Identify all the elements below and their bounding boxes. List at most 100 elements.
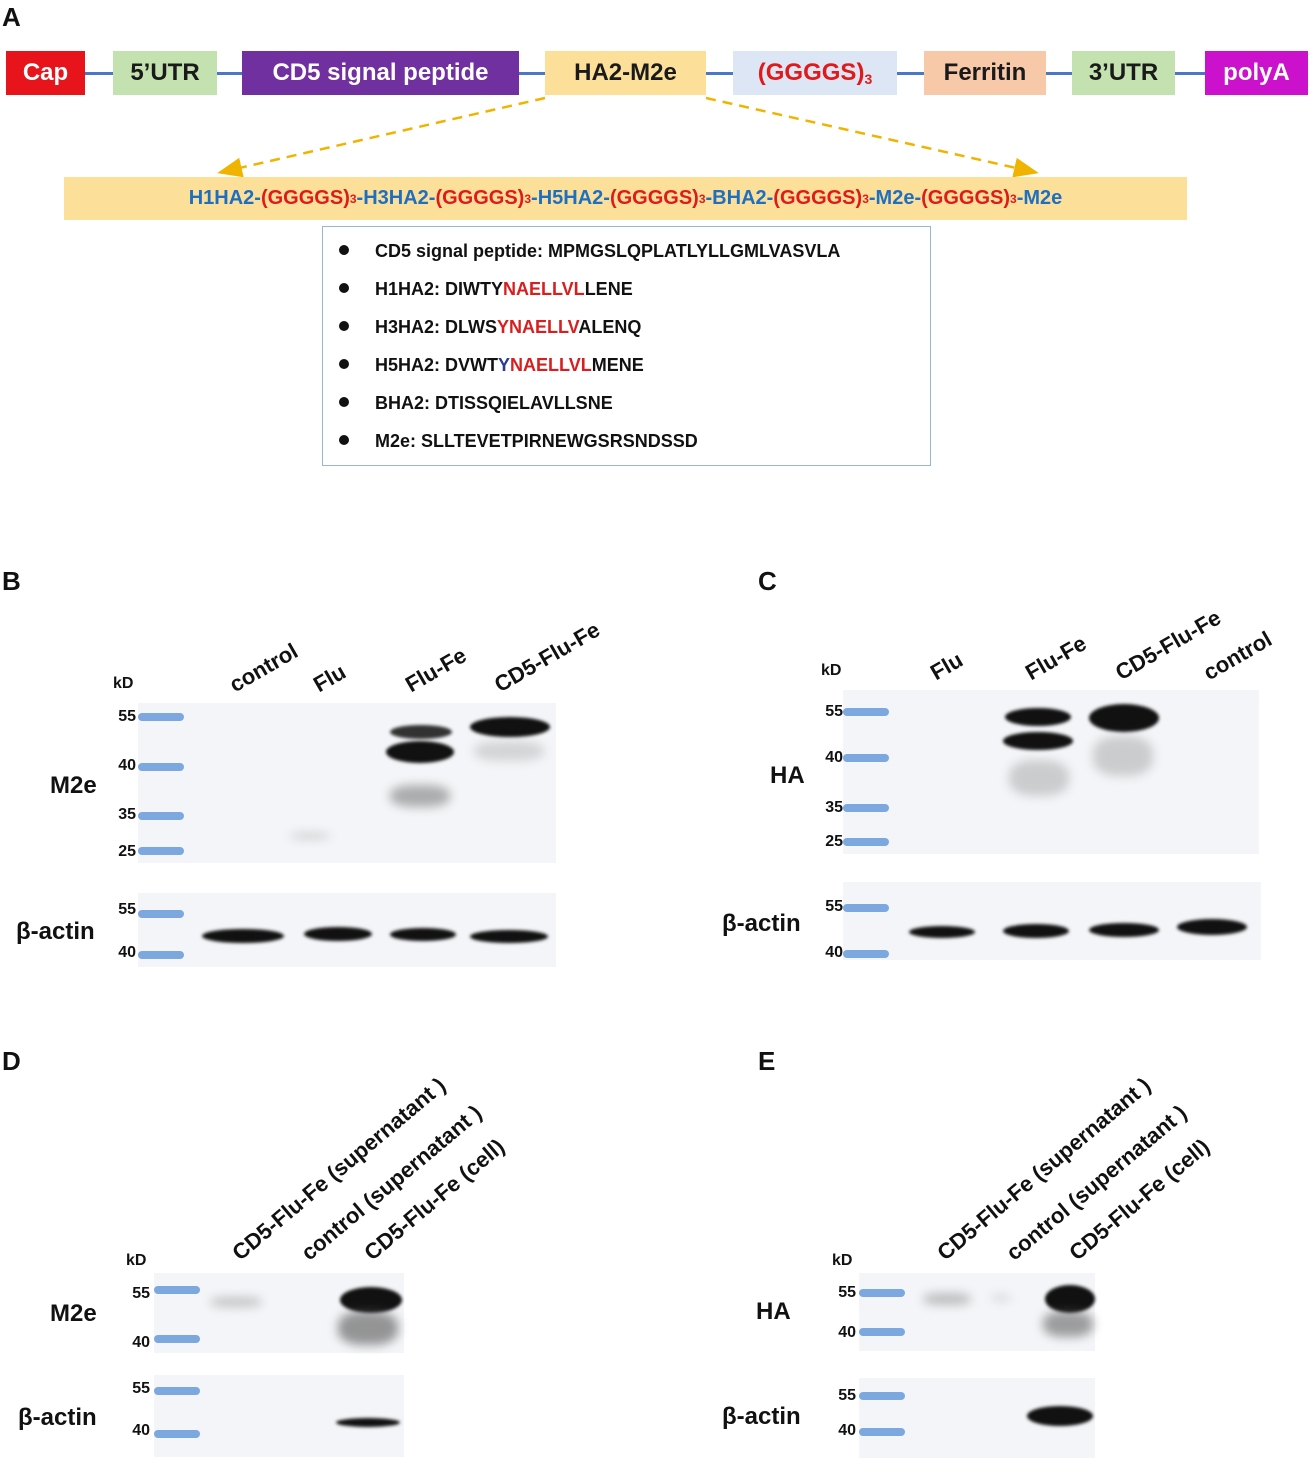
info-row: H1HA2: DIWTYNAELLVLLENE [339,279,633,300]
band-b-flufe-upper [390,725,452,739]
sequence-part: H1HA2- [188,187,261,209]
panel-label-a: A [2,2,21,32]
blot-b-m2e [138,703,556,863]
sequence-part: 3 [524,191,532,206]
info-sequence: YNAELLV [497,317,579,337]
info-sequence: DVWT [445,355,499,375]
blot-b-actin [138,893,556,967]
ha2-m2e-sequence-bar: H1HA2- (GGGGS) 3 -H3HA2- (GGGGS) 3 -H5HA2- (GGG… [64,177,1187,220]
band-e-cell [1045,1285,1095,1313]
panel-label-e: E [758,1046,776,1076]
panel-label-b: B [2,566,21,596]
lane-label-b-1: control [225,638,303,698]
expansion-arrows [217,96,1039,178]
mw-d-actin-40: 40 [132,1422,150,1439]
band-d-cell [340,1287,402,1313]
lane-label-c-1: Flu [926,646,968,686]
row-label-e-ha: HA [756,1298,791,1325]
sequence-part: (GGGGS) [609,187,699,209]
right-dashed-arrow [705,96,1039,178]
bullet-icon [339,245,349,256]
kd-label-e: kD [832,1252,853,1269]
info-sequence: MENE [591,355,644,375]
info-label: H5HA2: [375,355,446,375]
mw-c-35: 35 [825,799,843,816]
mw-d-actin-55: 55 [132,1380,150,1397]
element-5utr: 5’UTR [113,51,217,95]
element-3utr: 3’UTR [1072,51,1175,95]
band-b-flufe-lower [386,741,454,763]
info-row: BHA2: DTISSQIELAVLLSNE [339,393,613,414]
sequence-info-box: CD5 signal peptide: MPMGSLQPLATLYLLGMLVA… [322,226,931,466]
row-label-c-actin: β-actin [722,910,801,937]
sequence-part: 3 [698,191,706,206]
row-label-e-actin: β-actin [722,1403,801,1430]
blot-e-actin [859,1378,1095,1458]
bullet-icon [339,321,349,332]
bullet-icon [339,283,349,294]
mw-b-25: 25 [118,843,136,860]
blot-e-ha [859,1273,1095,1351]
element-ferritin: Ferritin [924,51,1046,95]
info-sequence: DLWS [445,317,498,337]
row-label-c-ha: HA [770,762,805,789]
blot-d-m2e [154,1273,404,1353]
element-ha2-m2e: HA2-M2e [545,51,706,95]
bullet-icon [339,359,349,370]
sequence-part: -BHA2- [705,187,774,209]
left-dashed-arrow [217,96,546,178]
info-sequence: LENE [584,279,633,299]
kd-label-d: kD [126,1252,147,1269]
panel-label-d: D [2,1046,21,1076]
info-sequence: Y [498,355,511,375]
mw-d-40: 40 [132,1334,150,1351]
info-sequence: MPMGSLQPLATLYLLGMLVASVLA [548,241,841,261]
band-c-cd5flufe [1089,704,1159,732]
kd-label-b: kD [113,675,134,692]
blot-c-actin [843,882,1261,960]
sequence-part: 3 [349,191,357,206]
mw-c-actin-55: 55 [825,898,843,915]
mw-d-55: 55 [132,1285,150,1302]
row-label-d-actin: β-actin [18,1404,97,1431]
element-polya: polyA [1205,51,1308,95]
element-cap: Cap [6,51,85,95]
mw-b-actin-55: 55 [118,901,136,918]
sequence-part: -M2e [1016,187,1063,209]
sequence-part: (GGGGS) [773,187,863,209]
lane-label-b-3: Flu-Fe [401,642,471,698]
info-row: M2e: SLLTEVETPIRNEWGSRSNDSSD [339,431,698,452]
info-sequence: ALENQ [578,317,642,337]
mw-b-55: 55 [118,708,136,725]
info-sequence: SLLTEVETPIRNEWGSRSNDSSD [421,431,698,451]
info-row: CD5 signal peptide: MPMGSLQPLATLYLLGMLVA… [339,241,840,262]
mw-e-40: 40 [838,1324,856,1341]
sequence-part: (GGGGS) [435,187,525,209]
mw-b-40: 40 [118,757,136,774]
sequence-part: 3 [1010,191,1017,206]
info-sequence: DIWTY [445,279,504,299]
row-label-b-actin: β-actin [16,918,95,945]
bullet-icon [339,397,349,408]
mw-b-actin-40: 40 [118,944,136,961]
lane-label-b-2: Flu [309,658,351,698]
mw-e-actin-40: 40 [838,1422,856,1439]
sequence-part: -H5HA2- [531,187,610,209]
info-label: H1HA2: [375,279,446,299]
sequence-part: (GGGGS) [260,187,350,209]
mw-c-55: 55 [825,703,843,720]
element-linker: (GGGGS) 3 [733,51,897,95]
info-label: BHA2: [375,393,436,413]
info-label: CD5 signal peptide: [375,241,549,261]
band-b-cd5flufe [470,717,550,737]
kd-label-c: kD [821,662,842,679]
panel-label-c: C [758,566,777,596]
band-c-flufe-lower [1003,732,1073,750]
band-c-flufe-upper [1005,708,1071,726]
info-sequence: DTISSQIELAVLLSNE [435,393,613,413]
row-label-b-m2e: M2e [50,772,97,799]
mw-c-40: 40 [825,749,843,766]
info-row: H5HA2: DVWTYNAELLVLMENE [339,355,644,376]
info-sequence: NAELLVL [510,355,592,375]
info-row: H3HA2: DLWSYNAELLVALENQ [339,317,641,338]
